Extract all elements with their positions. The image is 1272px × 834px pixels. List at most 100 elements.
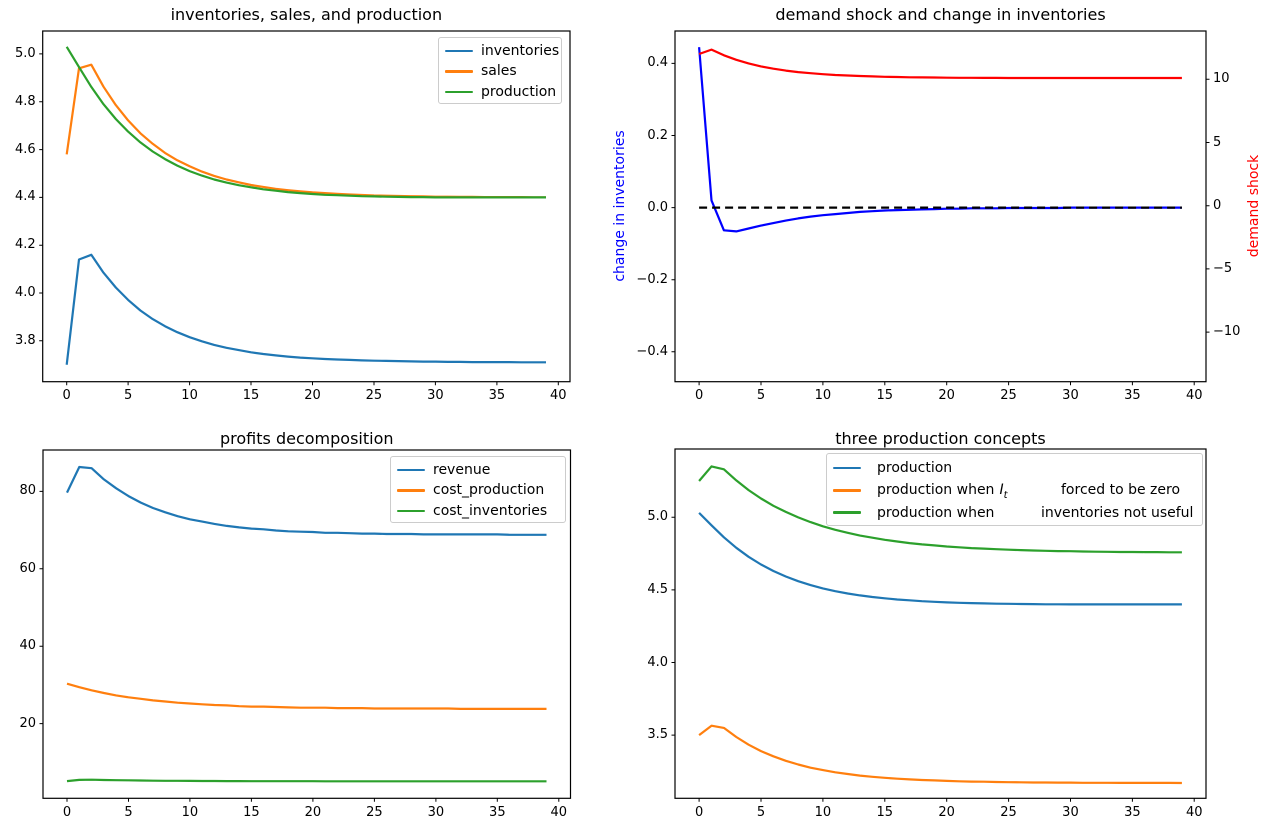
legend-row: cost_inventories xyxy=(391,501,565,522)
y-tick-label: −0.4 xyxy=(636,343,668,359)
x-tick-label: 35 xyxy=(1124,804,1141,820)
legend-line-sample xyxy=(397,509,425,512)
right-y-tick-label: 0 xyxy=(1213,197,1222,213)
y-tick-label: −0.2 xyxy=(636,271,668,287)
x-tick-label: 5 xyxy=(124,804,133,820)
legend-label: production when xyxy=(877,504,994,522)
series-demand-shock xyxy=(698,48,1182,80)
x-tick-label: 10 xyxy=(181,804,199,820)
x-tick-label: 20 xyxy=(304,804,322,820)
x-tick-label: 40 xyxy=(550,804,568,820)
legend-label-text: cost_inventories xyxy=(433,502,548,519)
legend-row: cost_production xyxy=(391,480,565,501)
legend-label: production xyxy=(481,83,556,101)
legend: inventories sales production xyxy=(438,36,562,104)
x-tick-label: 5 xyxy=(756,804,766,820)
x-tick-label: 0 xyxy=(694,804,704,820)
legend-label-secondary: forced to be zero xyxy=(1061,482,1181,499)
y-tick-label: 80 xyxy=(19,483,36,499)
series-production-when-i-t-forced-to-be-zero xyxy=(698,724,1182,785)
y-tick-label: 0.2 xyxy=(647,127,668,143)
x-tick-label: 25 xyxy=(366,804,383,820)
tick-marks xyxy=(39,490,560,802)
axes-frame xyxy=(674,30,1207,383)
chart-title: demand shock and change in inventories xyxy=(775,5,1106,24)
legend-label-text: production when xyxy=(877,482,995,499)
legend-line-sample xyxy=(445,90,473,93)
right-y-tick-label: −5 xyxy=(1213,260,1233,276)
x-tick-label: 5 xyxy=(123,388,133,404)
y-tick-label: 4.8 xyxy=(15,93,36,109)
legend: revenue cost_production cost_inventories xyxy=(390,455,566,523)
x-tick-label: 15 xyxy=(242,388,260,404)
series-cost-inventories xyxy=(66,778,547,783)
legend-row: production when inventories not useful xyxy=(827,502,1202,524)
series-production-when-inventories-not-useful xyxy=(698,465,1182,554)
legend-label-text: production when xyxy=(877,504,995,521)
x-tick-label: 10 xyxy=(814,388,832,404)
legend-label: cost_production xyxy=(433,481,544,499)
axes-frame xyxy=(42,449,572,799)
legend-label: production xyxy=(877,459,952,477)
x-tick-label: 20 xyxy=(938,388,955,404)
y-tick-label: 60 xyxy=(19,560,36,576)
x-tick-label: 40 xyxy=(1185,804,1203,820)
legend-line-sample xyxy=(445,70,473,73)
y-tick-label: 3.5 xyxy=(647,727,668,743)
x-tick-label: 0 xyxy=(62,804,72,820)
legend-label-text: sales xyxy=(481,63,517,80)
y-tick-label: 4.0 xyxy=(15,285,36,300)
right-y-tick-label: 5 xyxy=(1213,134,1222,150)
legend-label-text: production xyxy=(481,83,557,100)
legend-label: cost_inventories xyxy=(433,502,547,520)
x-tick-label: 35 xyxy=(1124,388,1141,404)
x-tick-label: 30 xyxy=(1062,388,1079,404)
legend-row: sales xyxy=(439,61,561,82)
legend-label-text: revenue xyxy=(433,461,491,478)
legend-label: production when It xyxy=(877,481,1008,505)
right-y-tick-label: −10 xyxy=(1213,324,1241,340)
legend: production production when It forced to be … xyxy=(826,453,1203,526)
chart-title: inventories, sales, and production xyxy=(170,5,443,24)
legend-line-sample xyxy=(833,466,861,470)
y-tick-label: 4.4 xyxy=(15,189,36,205)
legend-label: revenue xyxy=(433,461,490,479)
y-tick-label: 4.6 xyxy=(15,141,36,157)
legend-line-sample xyxy=(833,511,861,514)
x-tick-label: 35 xyxy=(489,804,506,820)
legend-row: inventories xyxy=(439,41,561,62)
series-revenue xyxy=(66,465,547,536)
y-tick-label: 4.0 xyxy=(647,654,668,670)
y-tick-label: 5.0 xyxy=(647,509,668,525)
series-production xyxy=(698,512,1182,606)
chart-title: profits decomposition xyxy=(220,429,394,448)
y-tick-label: 3.8 xyxy=(15,332,36,348)
series-inventories xyxy=(65,253,546,365)
x-tick-label: 30 xyxy=(427,388,444,404)
legend-label-text: production xyxy=(877,460,953,477)
x-tick-label: 15 xyxy=(876,804,894,820)
legend-label-text: inventories xyxy=(481,42,560,59)
legend-line-sample xyxy=(397,468,425,471)
x-tick-label: 40 xyxy=(1185,388,1203,404)
y-tick-label: 5.0 xyxy=(15,45,36,61)
x-tick-label: 20 xyxy=(304,388,321,404)
x-tick-label: 25 xyxy=(365,388,383,404)
x-tick-label: 0 xyxy=(62,388,71,404)
legend-label: inventories xyxy=(481,42,559,60)
series-change-in-inventories xyxy=(698,47,1182,233)
legend-label-text: cost_production xyxy=(433,482,545,499)
x-tick-label: 20 xyxy=(938,804,955,820)
legend-row: production when It forced to be zero xyxy=(827,479,1202,501)
y-tick-label: 20 xyxy=(19,715,36,731)
x-tick-label: 15 xyxy=(876,388,894,404)
x-tick-label: 25 xyxy=(1000,388,1017,404)
x-tick-label: 35 xyxy=(488,388,506,404)
chart-title: three production concepts xyxy=(835,429,1046,448)
tick-marks xyxy=(671,62,1210,386)
